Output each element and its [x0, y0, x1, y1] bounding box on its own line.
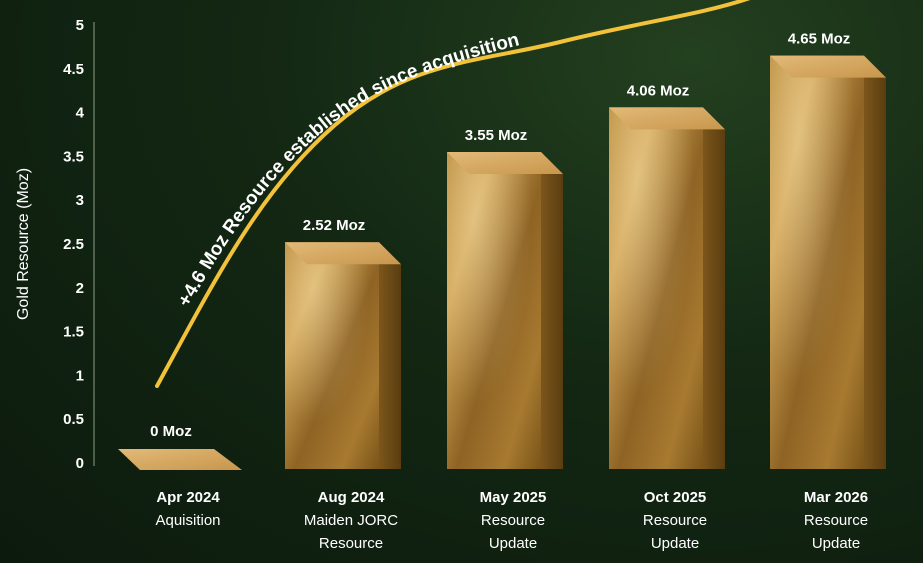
y-tick-label: 1.5 [63, 324, 84, 341]
growth-trend-line [155, 0, 751, 388]
category-description-label: Resource [804, 512, 868, 529]
y-tick-label: 4.5 [63, 61, 84, 78]
y-tick-label: 5 [76, 17, 84, 34]
bar-top-face [770, 55, 886, 78]
category-description-label: Resource [319, 535, 383, 552]
bar [447, 152, 563, 469]
category-date-label: Aug 2024 [318, 489, 385, 506]
y-tick-label: 2 [76, 280, 84, 297]
y-tick-label: 3 [76, 192, 84, 209]
category-date-label: Mar 2026 [804, 489, 868, 506]
bar-side-face [379, 242, 401, 469]
category-description-label: Aquisition [155, 512, 220, 529]
bar-shine [609, 107, 703, 470]
category-description-label: Update [812, 535, 860, 552]
bar [609, 107, 725, 470]
category-date-label: Oct 2025 [644, 489, 707, 506]
bar-shine [770, 55, 864, 469]
category-description-label: Resource [643, 512, 707, 529]
y-tick-label: 0 [76, 455, 84, 472]
bar-side-face [864, 55, 886, 469]
bar-top-face [609, 107, 725, 130]
y-axis-label: Gold Resource (Moz) [15, 168, 32, 320]
bar-side-face [703, 107, 725, 470]
bar-value-label: 4.65 Moz [788, 31, 851, 48]
bar-value-label: 4.06 Moz [627, 82, 690, 99]
y-tick-label: 4 [76, 105, 85, 122]
bar-value-label: 2.52 Moz [303, 217, 366, 234]
category-description-label: Maiden JORC [304, 512, 398, 529]
category-description-label: Update [651, 535, 699, 552]
y-tick-label: 1 [76, 367, 84, 384]
bar [285, 242, 401, 469]
bar-top-face [447, 152, 563, 175]
y-tick-label: 2.5 [63, 236, 84, 253]
bar-value-label: 0 Moz [150, 423, 192, 440]
bar [770, 55, 886, 469]
bar-shine [285, 242, 379, 469]
bar-zero-slab [118, 449, 242, 470]
y-tick-label: 0.5 [63, 411, 84, 428]
bar-value-label: 3.55 Moz [465, 127, 528, 144]
y-tick-label: 3.5 [63, 148, 84, 165]
category-description-label: Resource [481, 512, 545, 529]
category-date-label: Apr 2024 [156, 489, 220, 506]
bar-side-face [541, 152, 563, 469]
bar-shine [447, 152, 541, 469]
category-date-label: May 2025 [480, 489, 547, 506]
bar [118, 449, 242, 470]
bar-top-face [285, 242, 401, 265]
category-description-label: Update [489, 535, 537, 552]
